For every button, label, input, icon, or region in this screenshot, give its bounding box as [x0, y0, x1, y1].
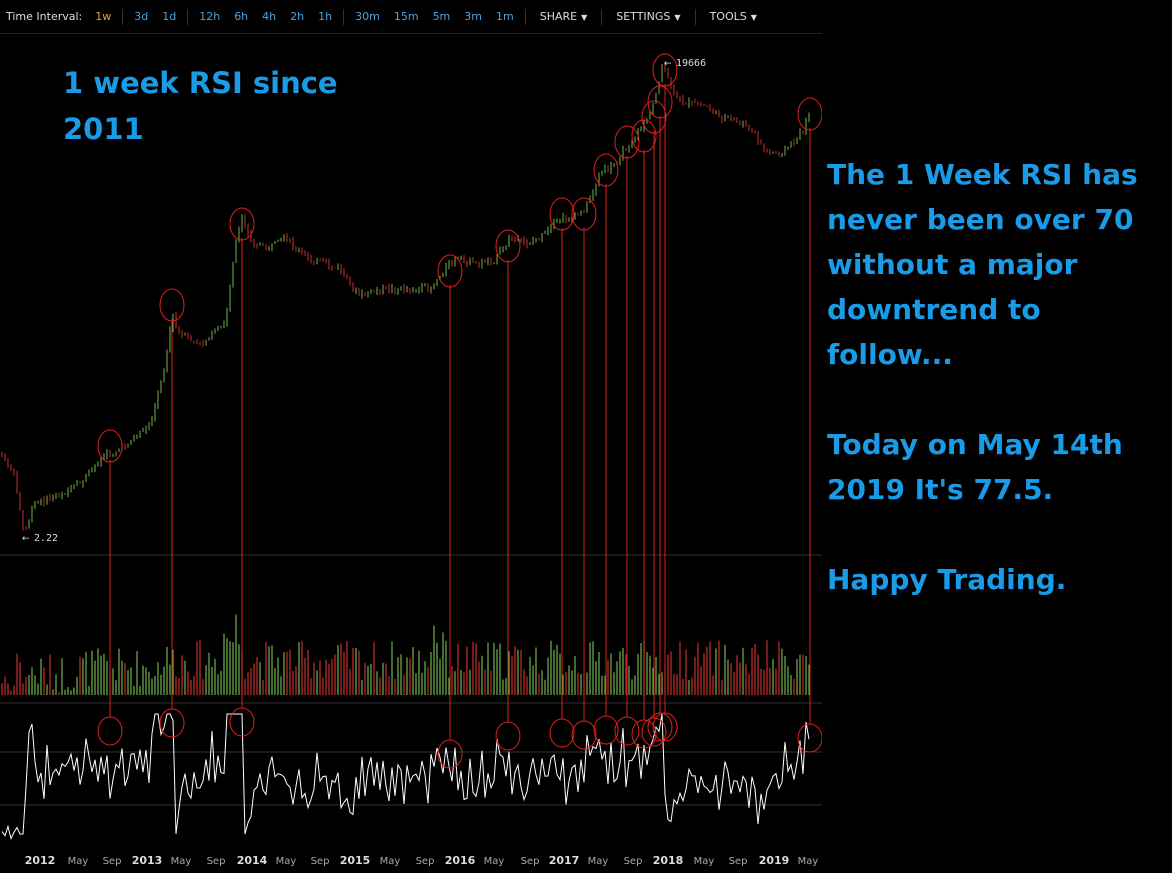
x-axis-month-label: Sep: [624, 856, 643, 867]
interval-2h[interactable]: 2h: [290, 10, 305, 23]
price-peak-circle: [437, 254, 463, 288]
share-menu-button[interactable]: SHARE ▼: [530, 10, 598, 23]
x-axis-month-label: Sep: [416, 856, 435, 867]
price-panel: [1, 61, 810, 531]
toolbar-divider: [122, 8, 124, 25]
rsi-peak-circle: [652, 712, 678, 742]
interval-12h[interactable]: 12h: [199, 10, 221, 23]
rsi-peak-circle: [549, 718, 575, 748]
chevron-down-icon: ▼: [581, 13, 588, 22]
toolbar-divider: [187, 8, 189, 25]
x-axis-year-label: 2017: [549, 854, 580, 867]
interval-3m[interactable]: 3m: [464, 10, 482, 23]
x-axis-month-label: May: [380, 856, 401, 867]
price-peak-circle: [614, 125, 640, 159]
price-peak-circle: [495, 229, 521, 263]
price-peak-circle: [797, 97, 822, 131]
price-peak-circle: [647, 85, 673, 119]
rsi-peak-circle: [437, 739, 463, 769]
toolbar-divider: [694, 8, 696, 25]
x-axis-month-label: May: [276, 856, 297, 867]
price-low-label: 2.22: [34, 533, 58, 544]
price-peak-circle: [652, 53, 678, 87]
chart-title-annotation: 1 week RSI since 2011: [63, 66, 338, 146]
rsi-peak-circle: [229, 707, 255, 737]
arrow-left-icon: ←: [664, 59, 672, 69]
settings-label: SETTINGS: [616, 10, 671, 23]
interval-1d[interactable]: 1d: [162, 10, 177, 23]
volume-panel: [1, 614, 810, 695]
rsi-panel: [1, 713, 810, 840]
x-axis-month-label: Sep: [729, 856, 748, 867]
x-axis-year-label: 2014: [237, 854, 268, 867]
x-axis-month-label: Sep: [103, 856, 122, 867]
x-axis-year-label: 2019: [759, 854, 790, 867]
rsi-peak-circle: [593, 715, 619, 745]
price-peak-circle: [229, 207, 255, 241]
rsi-peak-circle: [495, 721, 521, 751]
x-axis-month-label: May: [694, 856, 715, 867]
chevron-down-icon: ▼: [674, 13, 681, 22]
interval-1h[interactable]: 1h: [318, 10, 333, 23]
price-peak-circle: [571, 197, 597, 231]
side-annotation: The 1 Week RSI has never been over 70 wi…: [827, 152, 1167, 602]
rsi-peak-circle: [797, 723, 822, 753]
annotation-line: Today on May 14th 2019 It's 77.5.: [827, 428, 1123, 506]
settings-menu-button[interactable]: SETTINGS ▼: [606, 10, 690, 23]
x-axis-month-label: Sep: [311, 856, 330, 867]
interval-1w[interactable]: 1w: [95, 10, 112, 23]
time-interval-label: Time Interval:: [6, 10, 83, 23]
price-peak-circle: [159, 288, 185, 322]
rsi-peak-circle: [159, 708, 185, 738]
rsi-peak-circle: [97, 716, 123, 746]
interval-5m[interactable]: 5m: [432, 10, 451, 23]
annotation-line: The 1 Week RSI has never been over 70 wi…: [827, 158, 1138, 371]
price-peak-circle: [593, 153, 619, 187]
peak-markers: [97, 53, 822, 769]
interval-3d[interactable]: 3d: [134, 10, 149, 23]
arrow-left-icon: ←: [22, 534, 30, 544]
interval-4h[interactable]: 4h: [262, 10, 277, 23]
share-label: SHARE: [539, 10, 578, 23]
rsi-peak-circle: [631, 719, 657, 749]
price-chart[interactable]: 19666 ← 2.22 ← 2012 May Sep 2013 May Sep 2014 M…: [0, 34, 822, 873]
x-axis: 2012 May Sep 2013 May Sep 2014 May Sep 2015 May Sep…: [25, 854, 819, 867]
interval-6h[interactable]: 6h: [234, 10, 249, 23]
x-axis-month-label: Sep: [207, 856, 226, 867]
x-axis-month-label: Sep: [521, 856, 540, 867]
interval-list: 1w 3d 1d 12h 6h 4h 2h 1h 30m 15m 5m 3m 1m: [88, 8, 520, 25]
tools-menu-button[interactable]: TOOLS ▼: [700, 10, 767, 23]
price-peak-circle: [631, 119, 657, 153]
x-axis-month-label: May: [588, 856, 609, 867]
x-axis-month-label: May: [171, 856, 192, 867]
chevron-down-icon: ▼: [750, 13, 757, 22]
x-axis-year-label: 2015: [340, 854, 371, 867]
x-axis-month-label: May: [798, 856, 819, 867]
rsi-peak-circle: [647, 712, 673, 742]
x-axis-year-label: 2018: [653, 854, 684, 867]
toolbar-divider: [601, 8, 603, 25]
interval-1m[interactable]: 1m: [496, 10, 514, 23]
rsi-line: [1, 713, 810, 840]
rsi-peak-circle: [571, 720, 597, 750]
x-axis-month-label: May: [68, 856, 89, 867]
price-peak-circle: [549, 197, 575, 231]
x-axis-year-label: 2016: [445, 854, 476, 867]
toolbar-divider: [343, 8, 345, 25]
x-axis-month-label: May: [484, 856, 505, 867]
price-high-label: 19666: [676, 58, 706, 69]
rsi-peak-circle: [614, 716, 640, 746]
x-axis-year-label: 2013: [132, 854, 163, 867]
x-axis-year-label: 2012: [25, 854, 56, 867]
toolbar: Time Interval: 1w 3d 1d 12h 6h 4h 2h 1h 30m 15m 5m…: [0, 0, 822, 34]
rsi-peak-circle: [641, 717, 667, 747]
price-peak-circle: [641, 100, 667, 134]
annotation-line: Happy Trading.: [827, 563, 1067, 596]
interval-15m[interactable]: 15m: [393, 10, 419, 23]
tools-label: TOOLS: [709, 10, 747, 23]
toolbar-divider: [524, 8, 526, 25]
price-peak-circle: [97, 429, 123, 463]
interval-30m[interactable]: 30m: [355, 10, 380, 23]
